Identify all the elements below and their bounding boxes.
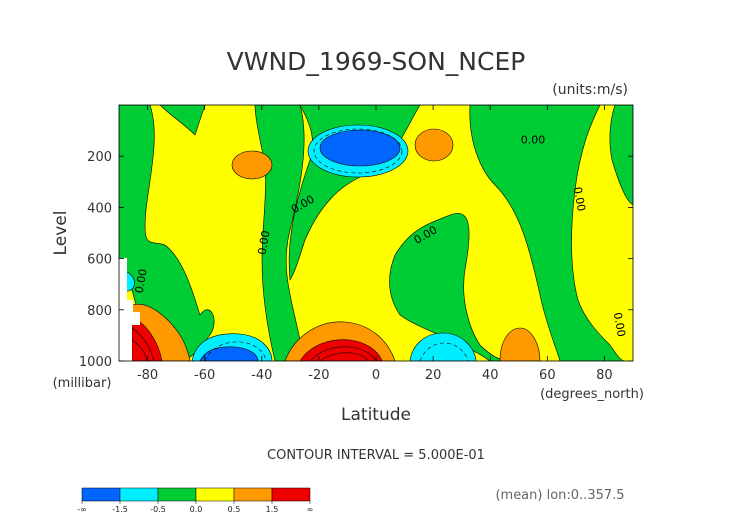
y-tick-label: 400	[87, 201, 112, 216]
cyan-region-nh-surface	[409, 332, 477, 361]
chart-title: VWND_1969-SON_NCEP	[227, 47, 526, 76]
legend-label: -0.5	[150, 505, 166, 514]
legend-label: 1.5	[266, 505, 279, 514]
contour-interval-text: CONTOUR INTERVAL = 5.000E-01	[267, 448, 485, 463]
units-label: (units:m/s)	[552, 82, 628, 98]
x-tick-label: 80	[596, 368, 613, 383]
legend-swatch	[195, 487, 235, 502]
y-axis-label: Level	[51, 211, 71, 256]
legend-swatch	[119, 487, 159, 502]
legend-swatch	[157, 487, 197, 502]
y-tick-label: 200	[87, 150, 112, 165]
blue-region-upper-center	[319, 129, 401, 167]
legend-label: -1.5	[112, 505, 128, 514]
orange-patch-nh-surface	[499, 327, 541, 361]
legend-label: 0.0	[190, 505, 203, 514]
dashed-contour-upper	[313, 128, 403, 174]
y-units-label: (millibar)	[53, 376, 112, 391]
x-tick-label: 60	[539, 368, 556, 383]
legend-label: -∞	[77, 505, 87, 514]
x-units-label: (degrees_north)	[540, 387, 644, 402]
x-axis-label: Latitude	[341, 405, 411, 425]
y-tick-label: 1000	[79, 355, 112, 370]
x-tick-label: 40	[482, 368, 499, 383]
plot-area	[119, 105, 633, 361]
green-region-nh-east	[469, 105, 626, 361]
solid-contour-eq-1	[309, 346, 377, 361]
green-region-sh-west	[119, 105, 215, 361]
blue-region-sh-surface	[199, 346, 259, 361]
dashed-contour-nh-surface	[419, 342, 469, 361]
legend-swatch	[271, 487, 311, 502]
solid-contour-sh-2	[131, 339, 148, 361]
x-tick-label: -20	[308, 368, 329, 383]
contour-label: 0.00	[611, 311, 628, 337]
orange-patch-sh-upper	[231, 150, 273, 180]
green-region-nh-mid	[389, 213, 511, 361]
footer-text: (mean) lon:0..357.5	[495, 488, 624, 503]
contour-label: 0.00	[256, 229, 273, 255]
legend-swatch	[233, 487, 273, 502]
x-axis: -80 -60 -40 -20 0 20 40 60 80	[137, 105, 613, 383]
x-tick-label: 20	[425, 368, 442, 383]
contour-label: 0.00	[571, 186, 588, 212]
x-tick-label: -60	[194, 368, 215, 383]
legend-swatch	[81, 487, 121, 502]
contour-label: 0.00	[521, 133, 546, 146]
legend-label: 0.5	[228, 505, 241, 514]
solid-contour-eq-2	[319, 352, 369, 361]
y-axis: 200 400 600 800 1000	[79, 150, 633, 370]
green-region-sh-upper	[159, 105, 206, 136]
y-tick-label: 800	[87, 304, 112, 319]
color-legend: -∞ -1.5 -0.5 0.0 0.5 1.5 ∞	[77, 487, 314, 514]
solid-contour-sh-1	[131, 327, 155, 361]
contour-label: 0.00	[133, 268, 150, 294]
y-tick-label: 600	[87, 253, 112, 268]
legend-label: ∞	[307, 505, 314, 514]
x-tick-label: -80	[137, 368, 158, 383]
missing-data-region	[119, 258, 140, 361]
x-tick-label: 0	[372, 368, 380, 383]
green-region-nh-polar	[609, 105, 633, 206]
dashed-contour-sh-surface	[204, 341, 267, 361]
x-tick-label: -40	[251, 368, 272, 383]
orange-patch-nh-upper	[414, 128, 454, 162]
